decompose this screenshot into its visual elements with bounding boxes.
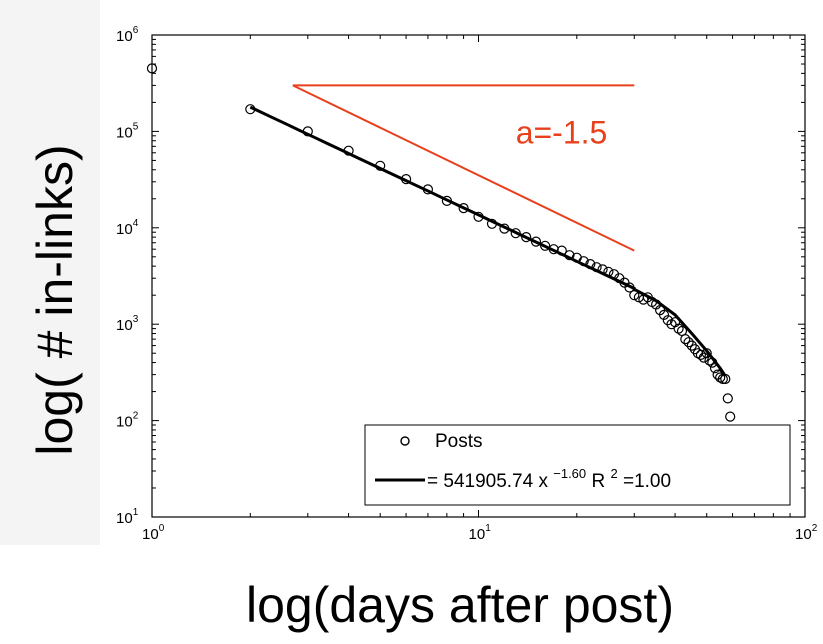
data-point [302, 126, 313, 137]
data-point [686, 340, 697, 351]
data-point [343, 145, 354, 156]
data-point [548, 244, 559, 255]
x-tick-base: 10 [142, 526, 159, 543]
y-tick-base: 10 [116, 414, 133, 431]
y-tick-label: 102 [116, 411, 139, 431]
y-tick-base: 10 [116, 221, 133, 238]
y-tick-base: 10 [116, 124, 133, 141]
x-tick-exp: 1 [485, 523, 491, 534]
data-point [707, 357, 718, 368]
x-tick-base: 10 [469, 526, 486, 543]
y-tick-exp: 3 [133, 314, 139, 325]
data-point [556, 245, 567, 256]
data-point [673, 323, 684, 334]
y-tick-label: 104 [116, 218, 139, 238]
y-tick-exp: 2 [133, 411, 139, 422]
y-tick-label: 101 [116, 507, 139, 527]
y-tick-label: 106 [116, 25, 139, 45]
data-point [701, 348, 712, 359]
y-tick-exp: 5 [133, 121, 139, 132]
data-point [725, 411, 736, 422]
data-point [441, 195, 452, 206]
y-tick-base: 10 [116, 317, 133, 334]
legend: Posts = 541905.74 x −1.60 R 2 =1.00 [364, 424, 791, 506]
data-point [486, 218, 498, 229]
x-tick-label: 102 [795, 523, 818, 543]
data-point [597, 264, 608, 275]
data-point [603, 266, 614, 277]
data-point [530, 236, 542, 247]
data-point [539, 240, 551, 251]
y-tick-label: 105 [116, 121, 139, 141]
data-point [704, 355, 715, 366]
y-tick-exp: 4 [133, 218, 139, 229]
data-point [715, 372, 726, 383]
data-points-layer [146, 63, 736, 422]
x-tick-base: 10 [795, 526, 812, 543]
x-tick-exp: 2 [812, 523, 818, 534]
data-point [591, 262, 602, 273]
ticks-layer [151, 35, 805, 518]
data-point [146, 63, 158, 74]
fit-r: R [591, 471, 605, 492]
data-point [401, 174, 412, 185]
y-tick-label: 103 [116, 314, 139, 334]
data-point [720, 373, 731, 385]
data-point [624, 282, 635, 293]
data-point [658, 309, 670, 320]
x-axis-label: log(days after post) [246, 577, 674, 633]
fit-prefix: = 541905.74 x [427, 471, 548, 492]
legend-box [364, 424, 791, 506]
fit-r-exponent: 2 [610, 466, 617, 481]
ylabel-background [0, 0, 100, 545]
x-tick-label: 101 [469, 523, 492, 543]
fit-line-layer [249, 105, 727, 377]
data-point [510, 228, 521, 239]
data-point [669, 317, 681, 328]
data-point [680, 334, 691, 345]
y-tick-base: 10 [116, 28, 133, 45]
data-point [695, 349, 707, 360]
y-tick-exp: 6 [133, 25, 139, 36]
legend-label-fit: = 541905.74 x −1.60 R 2 =1.00 [427, 462, 671, 492]
data-point [629, 290, 640, 301]
legend-marker-posts [400, 436, 410, 446]
slope-annotation: a=-1.5 [292, 84, 635, 252]
data-point [499, 223, 510, 234]
legend-label-posts: Posts [435, 431, 483, 452]
data-point [245, 104, 256, 115]
data-point [709, 363, 721, 374]
fit-line [249, 105, 727, 377]
data-point [422, 184, 433, 195]
data-point [473, 211, 484, 222]
x-tick-label: 100 [142, 523, 165, 543]
slope-annotation-label: a=-1.5 [516, 114, 608, 150]
y-tick-base: 10 [116, 510, 133, 527]
data-point [375, 160, 386, 171]
data-point [717, 373, 728, 385]
data-point [458, 203, 469, 214]
data-point [683, 337, 694, 348]
data-point [521, 232, 532, 243]
data-point [585, 259, 596, 270]
x-tick-exp: 0 [159, 523, 165, 534]
data-point [722, 393, 733, 404]
data-point [578, 256, 589, 267]
data-point [564, 250, 575, 261]
slope-reference-diagonal [292, 84, 635, 252]
fit-r-value: =1.00 [623, 471, 671, 492]
y-axis-label: log( # in-links) [27, 144, 83, 455]
fit-exponent: −1.60 [553, 466, 586, 481]
y-tick-exp: 1 [133, 507, 139, 518]
